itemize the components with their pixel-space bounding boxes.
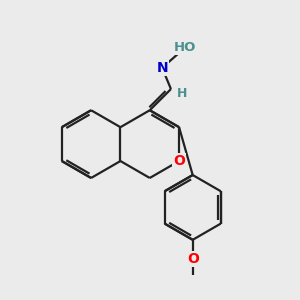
- Text: HO: HO: [174, 41, 196, 54]
- Text: H: H: [177, 87, 187, 100]
- Text: N: N: [156, 61, 168, 75]
- Text: O: O: [187, 252, 199, 266]
- Text: O: O: [173, 154, 185, 168]
